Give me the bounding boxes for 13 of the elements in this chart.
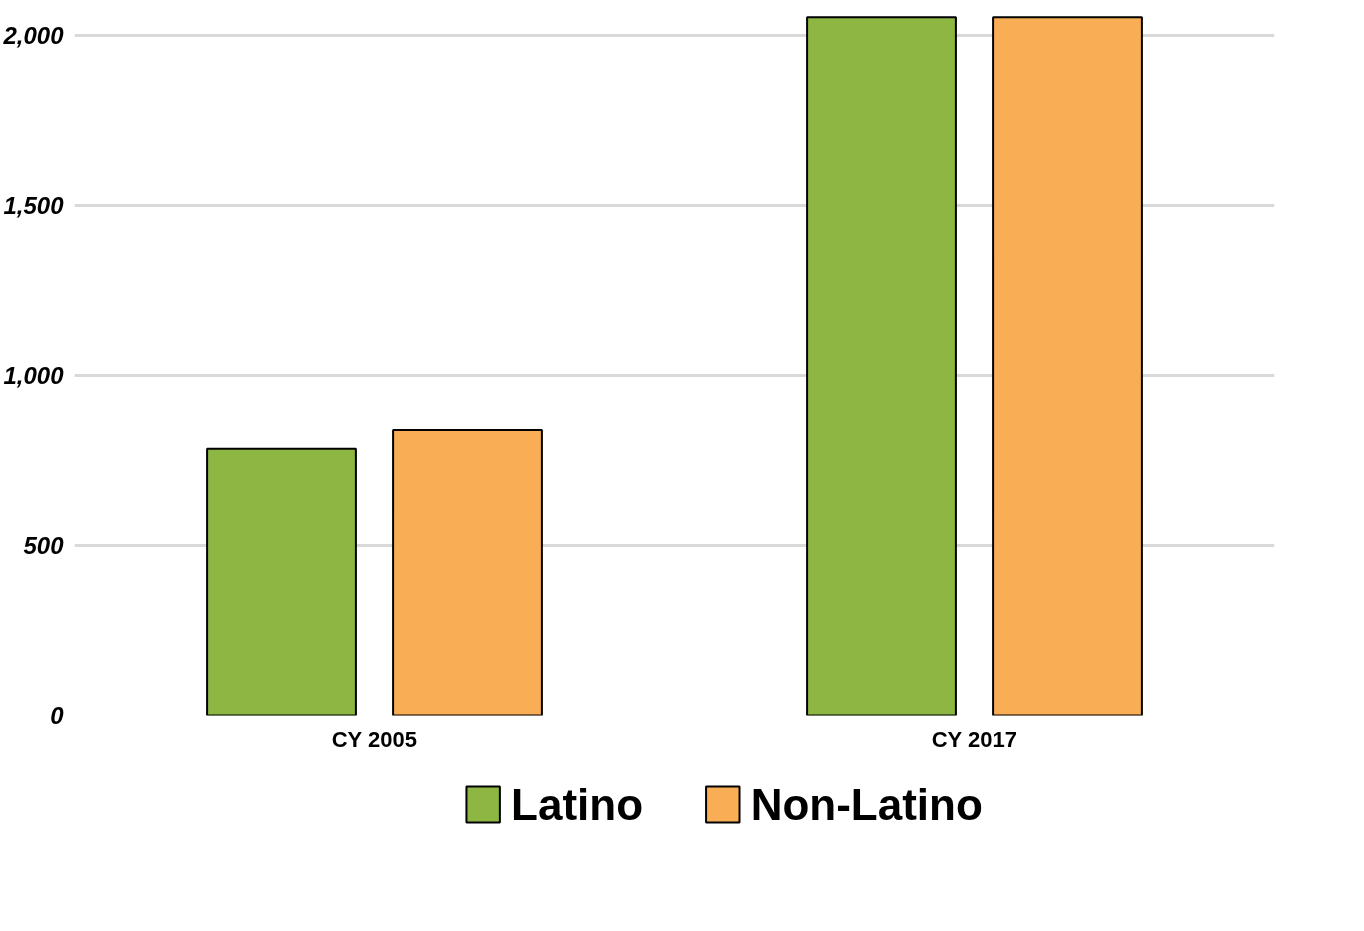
y-tick-label: 500 bbox=[23, 532, 65, 560]
bar bbox=[992, 16, 1143, 716]
y-tick-label: 2,000 bbox=[2, 22, 65, 50]
bar bbox=[206, 447, 357, 716]
x-tick-label: CY 2005 bbox=[331, 726, 417, 752]
bar bbox=[392, 429, 543, 716]
y-tick-label: 0 bbox=[50, 702, 65, 729]
legend-label: Latino bbox=[511, 780, 644, 829]
y-tick-label: 1,000 bbox=[3, 362, 65, 390]
y-tick-label: 1,500 bbox=[3, 192, 65, 220]
x-tick-label: CY 2017 bbox=[931, 726, 1017, 752]
legend-label: Non-Latino bbox=[750, 780, 983, 829]
bar bbox=[806, 16, 957, 716]
